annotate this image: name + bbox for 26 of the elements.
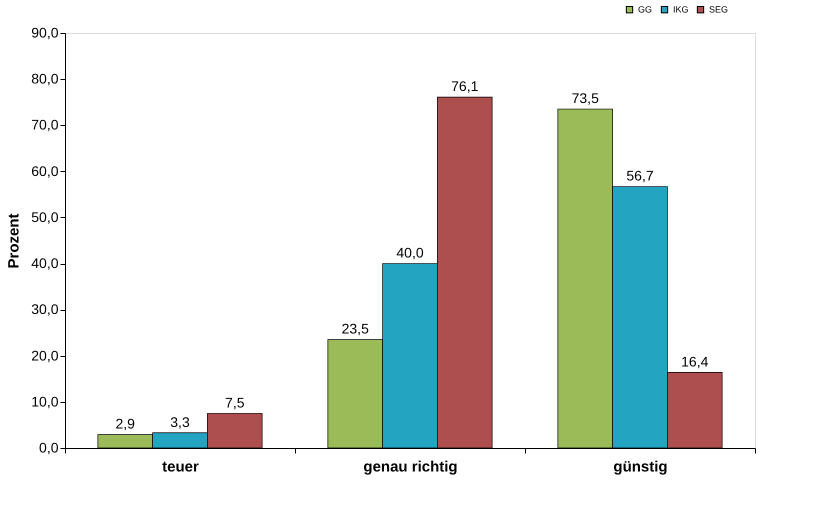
data-label: 23,5 xyxy=(342,320,370,337)
y-tick-label: 0,0 xyxy=(39,440,59,456)
y-tick-label: 30,0 xyxy=(31,301,59,318)
data-label: 76,1 xyxy=(451,78,479,94)
data-label: 40,0 xyxy=(396,244,424,261)
y-tick-label: 60,0 xyxy=(31,162,59,179)
x-tick-label: teuer xyxy=(162,458,199,476)
y-tick-label: 80,0 xyxy=(31,70,59,87)
legend-label: GG xyxy=(638,4,652,15)
data-label: 3,3 xyxy=(170,414,190,430)
y-tick-label: 70,0 xyxy=(31,116,59,133)
x-tick-label: günstig xyxy=(613,458,668,476)
data-label: 16,4 xyxy=(681,353,709,370)
y-tick-label: 20,0 xyxy=(31,347,59,364)
data-label: 73,5 xyxy=(572,90,600,106)
y-tick-label: 90,0 xyxy=(31,24,59,40)
x-tick-label: genau richtig xyxy=(363,458,458,476)
data-label: 7,5 xyxy=(225,394,245,410)
y-tick-label: 50,0 xyxy=(31,208,59,225)
legend-label: SEG xyxy=(709,4,728,15)
data-label: 56,7 xyxy=(626,168,654,184)
y-tick-label: 40,0 xyxy=(31,255,59,272)
legend-label: IKG xyxy=(673,4,689,15)
y-axis-title: Prozent xyxy=(5,213,22,269)
data-label: 2,9 xyxy=(116,416,136,432)
y-tick-label: 10,0 xyxy=(31,393,59,410)
